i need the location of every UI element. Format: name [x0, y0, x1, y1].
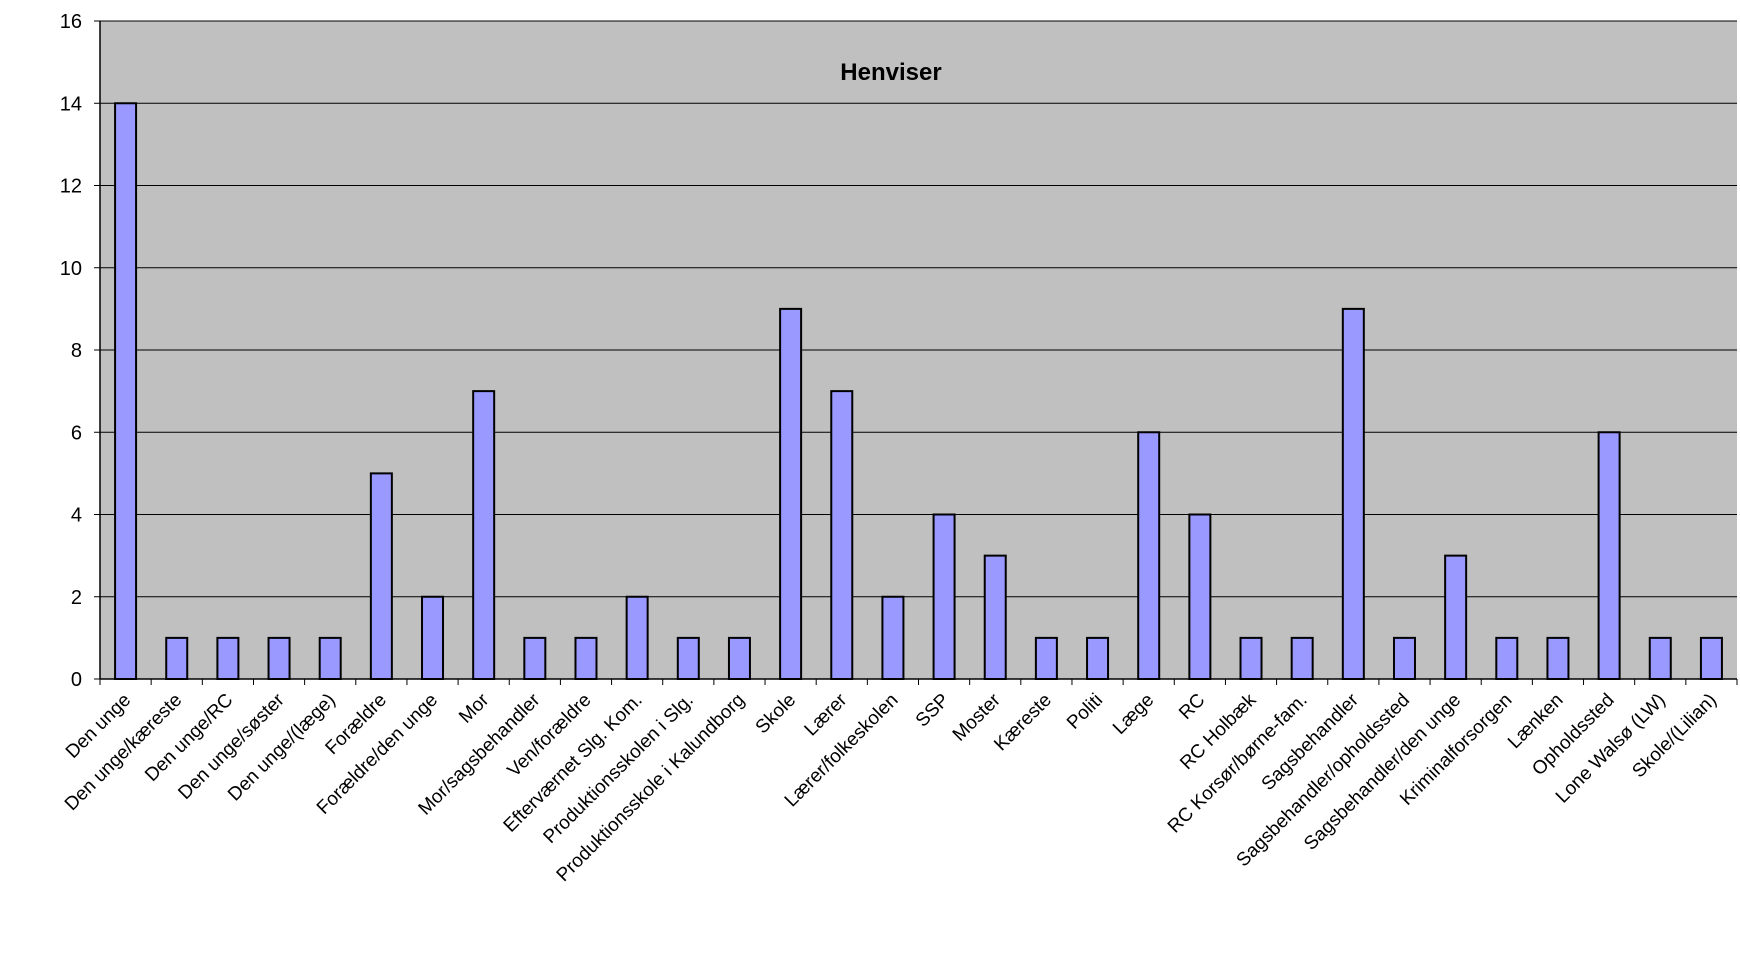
bar: [1495, 636, 1519, 680]
bar: [932, 513, 956, 680]
bar: [1546, 636, 1570, 680]
y-tick-label: 16: [60, 11, 82, 33]
y-tick-label: 2: [71, 587, 82, 609]
x-tick-label: Skole: [752, 690, 800, 738]
bar: [676, 636, 700, 680]
bar: [1392, 636, 1416, 680]
x-tick-label: Politi: [1063, 690, 1107, 734]
y-tick-label: 6: [71, 422, 82, 444]
bar: [1086, 636, 1110, 680]
x-tick-label: Kæreste: [990, 690, 1056, 756]
bar: [830, 390, 854, 680]
bar: [421, 595, 445, 680]
x-tick-label: SSP: [912, 690, 954, 732]
bar: [1699, 636, 1723, 680]
bar: [574, 636, 598, 680]
bar: [727, 636, 751, 680]
x-tick-label: Produktionsskole i Kalundborg: [553, 690, 749, 886]
y-axis-ticks: 0 2 4 6 8 10 12 14 16: [60, 11, 100, 691]
bar: [1034, 636, 1058, 680]
x-tick-label: Læge: [1109, 690, 1158, 739]
bar: [1444, 554, 1468, 680]
bar: [1597, 431, 1621, 680]
y-tick-label: 8: [71, 340, 82, 362]
y-tick-label: 10: [60, 258, 82, 280]
bar: [114, 102, 138, 680]
bar: [1341, 307, 1365, 680]
bar: [1290, 636, 1314, 680]
bar: [216, 636, 240, 680]
bar: [1188, 513, 1212, 680]
y-tick-label: 14: [60, 93, 82, 115]
x-tick-label: Mor: [455, 689, 493, 727]
bar: [1137, 431, 1161, 680]
bar: [267, 636, 291, 680]
bar: [881, 595, 905, 680]
chart-title: Henviser: [840, 59, 941, 86]
bar: [983, 554, 1007, 680]
bar: [472, 390, 496, 680]
bar: [1239, 636, 1263, 680]
bar: [625, 595, 649, 680]
bar: [779, 307, 803, 680]
y-tick-label: 0: [71, 669, 82, 691]
bar: [369, 472, 393, 680]
bar: [523, 636, 547, 680]
x-tick-label: RC: [1175, 690, 1209, 724]
y-tick-label: 12: [60, 176, 82, 198]
bar: [318, 636, 342, 680]
bar: [165, 636, 189, 680]
bar: [1648, 636, 1672, 680]
y-tick-label: 4: [71, 505, 82, 527]
